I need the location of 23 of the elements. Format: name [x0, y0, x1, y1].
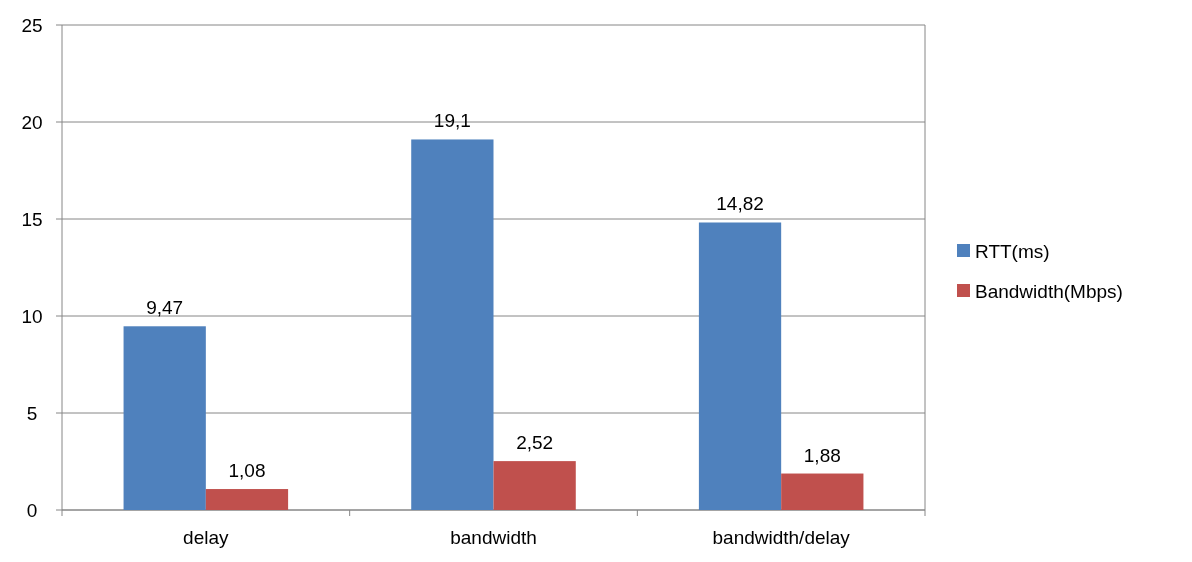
- data-label: 19,1: [433, 110, 471, 132]
- x-tick-label: delay: [183, 527, 230, 548]
- bar: [781, 473, 864, 510]
- bar: [493, 461, 576, 510]
- legend-label: RTT(ms): [975, 240, 1050, 262]
- x-tick-label: bandwidth: [450, 527, 537, 548]
- data-label: 1,88: [803, 444, 841, 466]
- legend-label: Bandwidth(Mbps): [975, 280, 1123, 302]
- data-label: 9,47: [146, 297, 184, 319]
- y-tick-label: 5: [26, 402, 38, 424]
- data-label: 14,82: [716, 193, 764, 215]
- bar: [698, 222, 782, 510]
- x-tick-label: bandwidth/delay: [712, 527, 851, 548]
- data-label: 2,52: [516, 432, 554, 454]
- data-label: 1,08: [228, 460, 266, 482]
- bar: [205, 489, 289, 510]
- y-tick-label: 0: [26, 499, 38, 521]
- bar: [123, 326, 206, 510]
- y-tick-label: 10: [21, 305, 43, 327]
- y-tick-label: 20: [21, 111, 43, 133]
- bar: [411, 139, 494, 510]
- y-tick-label: 15: [21, 208, 43, 230]
- y-tick-label: 25: [21, 14, 43, 36]
